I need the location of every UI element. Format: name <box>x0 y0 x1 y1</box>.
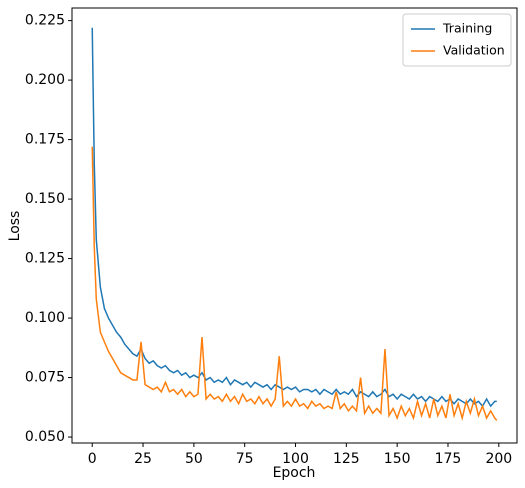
legend-box <box>402 13 512 67</box>
legend: Training Validation <box>402 13 512 67</box>
y-axis-label: Loss <box>7 211 23 242</box>
line-series <box>91 146 498 421</box>
y-tick-label: 0.125 <box>25 251 65 267</box>
y-tick-label: 0.225 <box>25 13 65 29</box>
x-tick-label: 0 <box>88 451 97 467</box>
x-tick-label: 100 <box>282 451 309 467</box>
y-tick-label: 0.200 <box>25 72 65 88</box>
y-tick-label: 0.150 <box>25 191 65 207</box>
y-tick-label: 0.075 <box>25 370 65 386</box>
x-axis-label: Epoch <box>273 465 316 481</box>
x-tick-label: 200 <box>485 451 512 467</box>
legend-label: Validation <box>443 43 505 58</box>
y-tick-label: 0.050 <box>25 429 65 445</box>
x-tick-label: 25 <box>134 451 152 467</box>
x-tick-label: 175 <box>435 451 462 467</box>
x-tick-label: 150 <box>384 451 411 467</box>
x-tick-label: 125 <box>333 451 360 467</box>
x-tick-label: 75 <box>236 451 254 467</box>
y-tick-label: 0.175 <box>25 132 65 148</box>
line-series <box>91 27 497 408</box>
legend-label: Training <box>442 21 492 36</box>
plot-frame <box>71 7 518 444</box>
x-tick-label: 50 <box>185 451 203 467</box>
y-tick-label: 0.100 <box>25 310 65 326</box>
